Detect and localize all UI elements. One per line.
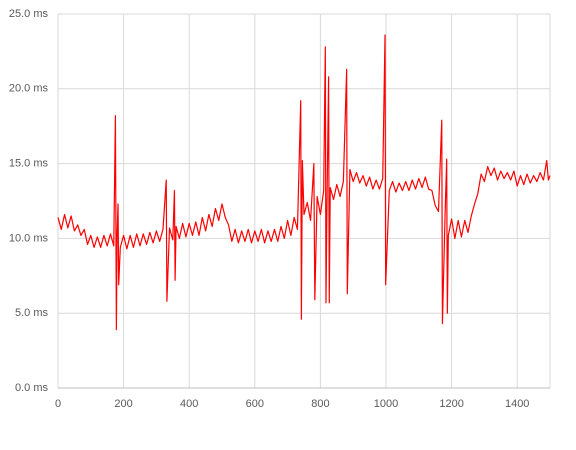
data-line — [57, 34, 551, 331]
x-tick-label: 1000 — [374, 398, 398, 410]
x-tick-label: 1200 — [439, 398, 463, 410]
x-tick-label: 1400 — [505, 398, 529, 410]
x-tick-label: 600 — [246, 398, 264, 410]
y-tick-label: 0.0 ms — [15, 382, 49, 394]
x-tick-label: 400 — [180, 398, 198, 410]
y-tick-label: 10.0 ms — [9, 232, 49, 244]
y-tick-label: 15.0 ms — [9, 158, 49, 170]
y-tick-label: 20.0 ms — [9, 83, 49, 95]
x-tick-label: 200 — [114, 398, 132, 410]
y-tick-label: 5.0 ms — [15, 307, 49, 319]
x-tick-label: 0 — [55, 398, 61, 410]
x-tick-label: 800 — [311, 398, 329, 410]
y-tick-label: 25.0 ms — [9, 8, 49, 20]
